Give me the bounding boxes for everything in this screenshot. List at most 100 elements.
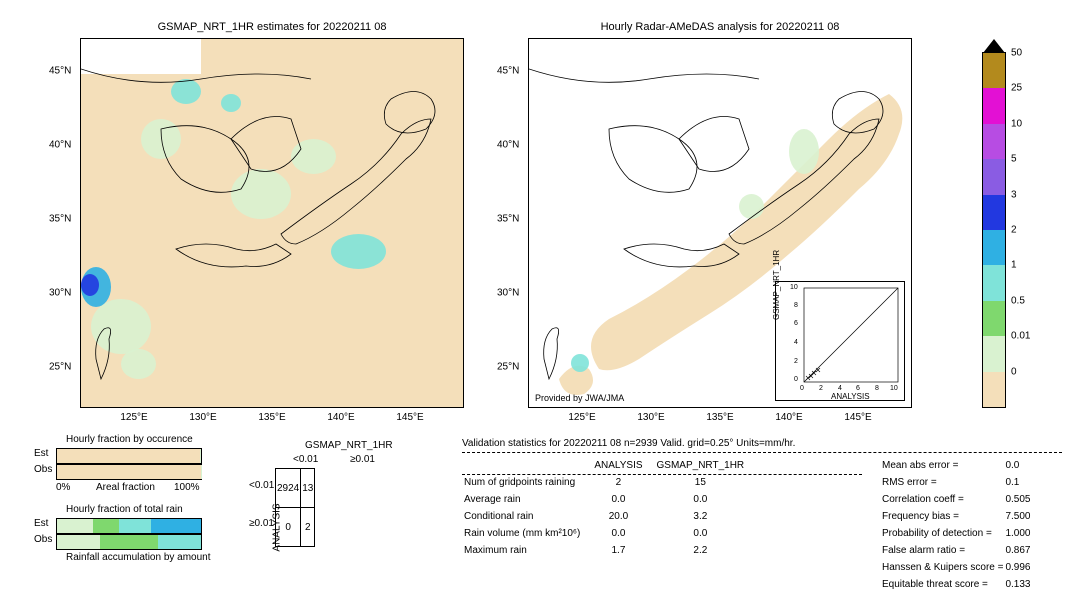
ytick: 25°N [49, 362, 71, 373]
hbar-row-label: Obs [34, 534, 52, 545]
ytick: 30°N [497, 288, 519, 299]
ytick: 35°N [497, 214, 519, 225]
colorbar-segment [983, 88, 1005, 123]
score-val: 0.996 [1005, 560, 1030, 575]
colorbar-label: 5 [1011, 154, 1017, 165]
colorbar-label: 50 [1011, 48, 1022, 59]
xtick: 130°E [637, 412, 664, 423]
stat-val-a: 0.0 [594, 492, 654, 507]
hbar-segment [57, 535, 100, 549]
stat-label: Conditional rain [464, 509, 592, 524]
colorbar-label: 0.01 [1011, 331, 1030, 342]
colorbar-label: 2 [1011, 225, 1017, 236]
axis-label: Areal fraction [96, 482, 155, 493]
score-label: Equitable threat score = [882, 577, 1003, 592]
map-radar: Hourly Radar-AMeDAS analysis for 2022021… [528, 38, 912, 408]
stat-val-b: 0.0 [657, 492, 757, 507]
table-row: Hanssen & Kuipers score = 0.996 [882, 560, 1030, 575]
ytick: 45°N [49, 66, 71, 77]
colorbar-label: 25 [1011, 83, 1022, 94]
inset-xtick: 8 [875, 385, 879, 392]
inset-xtick: 4 [838, 385, 842, 392]
hbar-row-label: Obs [34, 464, 52, 475]
table-row: Equitable threat score = 0.133 [882, 577, 1030, 592]
scatter-inset: ANALYSIS GSMAP_NRT_1HR 0 2 4 6 8 10 0 2 … [775, 281, 905, 401]
table-row: Maximum rain1.72.2 [464, 543, 756, 558]
colorbar-segment [983, 195, 1005, 230]
colorbar-segment [983, 336, 1005, 371]
ytick: 40°N [497, 140, 519, 151]
divider [462, 452, 1062, 453]
table-row: Rain volume (mm km²10⁶)0.00.0 [464, 526, 756, 541]
ytick: 25°N [497, 362, 519, 373]
stats-title: Validation statistics for 20220211 08 n=… [462, 438, 795, 449]
inset-ytick: 6 [794, 320, 798, 327]
stat-label: Average rain [464, 492, 592, 507]
stat-val-b: 3.2 [657, 509, 757, 524]
table-row: Probability of detection = 1.000 [882, 526, 1030, 541]
stat-val-b: 0.0 [657, 526, 757, 541]
colorbar-segment [983, 53, 1005, 88]
xtick: 145°E [844, 412, 871, 423]
table-row: Average rain0.00.0 [464, 492, 756, 507]
cell: 0 [276, 508, 301, 547]
score-label: RMS error = [882, 475, 1003, 490]
inset-ytick: 4 [794, 339, 798, 346]
inset-ytick: 0 [794, 376, 798, 383]
colorbar-label: 0.5 [1011, 295, 1025, 306]
colorbar-segment [983, 372, 1005, 407]
axis-right: 100% [174, 482, 200, 493]
colorbar-segment [983, 265, 1005, 300]
table-row: Frequency bias = 7.500 [882, 509, 1030, 524]
ytick: 30°N [49, 288, 71, 299]
axis-left: 0% [56, 482, 70, 493]
score-label: Hanssen & Kuipers score = [882, 560, 1003, 575]
colorbar-segment [983, 301, 1005, 336]
xtick: 125°E [120, 412, 147, 423]
hbar-segment [119, 519, 151, 533]
col-header: GSMAP_NRT_1HR [305, 440, 393, 451]
col-header: GSMAP_NRT_1HR [657, 458, 757, 473]
divider [462, 474, 862, 475]
credit-label: Provided by JWA/JMA [535, 393, 624, 403]
score-val: 7.500 [1005, 509, 1030, 524]
table-row: Correlation coeff = 0.505 [882, 492, 1030, 507]
hbar-segment [57, 465, 201, 479]
cell: 2924 [276, 469, 301, 508]
colorbar-label: 10 [1011, 118, 1022, 129]
section-title: Hourly fraction by occurence [66, 434, 193, 445]
stat-val-a: 20.0 [594, 509, 654, 524]
ytick: 45°N [497, 66, 519, 77]
score-val: 0.867 [1005, 543, 1030, 558]
inset-xlabel: ANALYSIS [831, 392, 870, 401]
coastline-icon [81, 39, 463, 407]
inset-xtick: 10 [890, 385, 898, 392]
score-label: False alarm ratio = [882, 543, 1003, 558]
colorbar-segment [983, 124, 1005, 159]
inset-ytick: 8 [794, 302, 798, 309]
xtick: 140°E [327, 412, 354, 423]
hbar-segment [57, 449, 200, 463]
inset-xtick: 2 [819, 385, 823, 392]
xtick: 140°E [775, 412, 802, 423]
col-label: ≥0.01 [350, 454, 375, 465]
map-title-right: Hourly Radar-AMeDAS analysis for 2022021… [601, 21, 840, 33]
colorbar-label: 0 [1011, 366, 1017, 377]
map-gsmap: GSMAP_NRT_1HR estimates for 20220211 08 … [80, 38, 464, 408]
hbar-segment [93, 519, 119, 533]
map-title-left: GSMAP_NRT_1HR estimates for 20220211 08 [158, 21, 387, 33]
score-label: Mean abs error = [882, 458, 1003, 473]
table-row: Mean abs error = 0.0 [882, 458, 1030, 473]
table-row: False alarm ratio = 0.867 [882, 543, 1030, 558]
row-label: <0.01 [249, 480, 274, 491]
score-label: Correlation coeff = [882, 492, 1003, 507]
xtick: 135°E [258, 412, 285, 423]
table-row: Conditional rain20.03.2 [464, 509, 756, 524]
score-val: 0.505 [1005, 492, 1030, 507]
stat-val-b: 15 [657, 475, 757, 490]
table-row: Num of gridpoints raining215 [464, 475, 756, 490]
colorbar-label: 3 [1011, 189, 1017, 200]
inset-ytick: 10 [790, 284, 798, 291]
colorbar-label: 1 [1011, 260, 1017, 271]
col-label: <0.01 [293, 454, 318, 465]
